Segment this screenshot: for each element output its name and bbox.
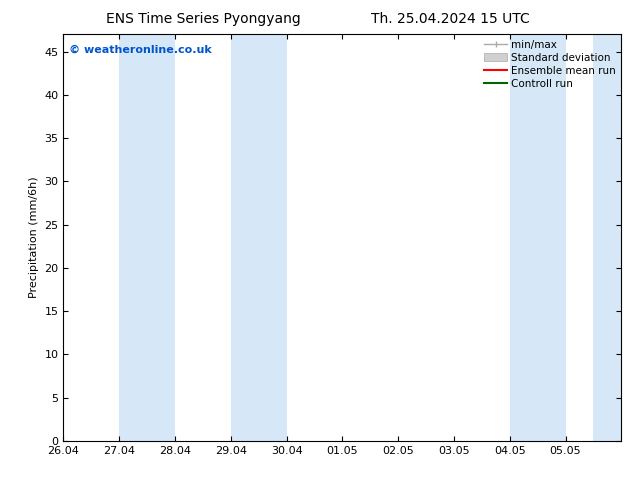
Bar (119, 34, 175, 441)
Bar (593, 34, 621, 441)
Text: Th. 25.04.2024 15 UTC: Th. 25.04.2024 15 UTC (371, 12, 529, 26)
Bar (231, 34, 287, 441)
Bar (510, 34, 566, 441)
Legend: min/max, Standard deviation, Ensemble mean run, Controll run: min/max, Standard deviation, Ensemble me… (482, 37, 618, 91)
Y-axis label: Precipitation (mm/6h): Precipitation (mm/6h) (29, 177, 39, 298)
Text: © weatheronline.co.uk: © weatheronline.co.uk (69, 45, 212, 54)
Text: ENS Time Series Pyongyang: ENS Time Series Pyongyang (105, 12, 301, 26)
